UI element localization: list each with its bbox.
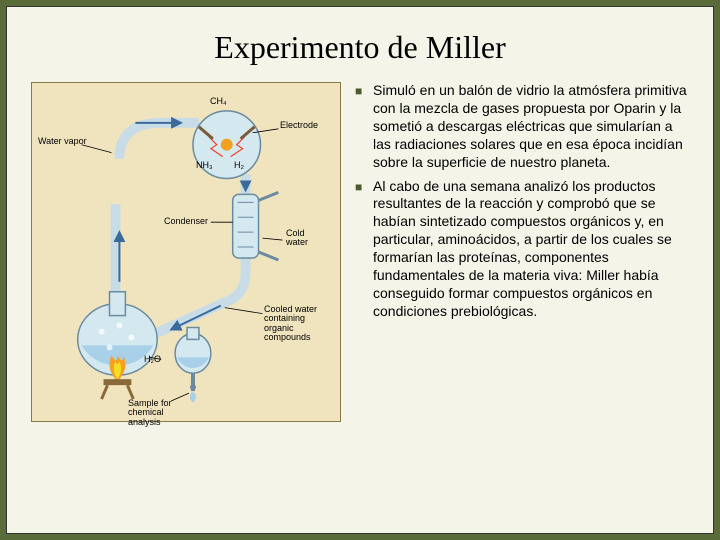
label-cold-water: Cold water bbox=[286, 229, 326, 248]
label-sample: Sample for chemical analysis bbox=[128, 399, 188, 427]
miller-apparatus-diagram: Water vapor CH₄ NH₃ H₂ Electrode Condens… bbox=[31, 82, 341, 422]
label-nh3: NH₃ bbox=[196, 161, 213, 170]
label-condenser: Condenser bbox=[164, 217, 208, 226]
content-row: Water vapor CH₄ NH₃ H₂ Electrode Condens… bbox=[7, 82, 713, 422]
label-water-vapor: Water vapor bbox=[38, 137, 87, 146]
slide-title: Experimento de Miller bbox=[7, 7, 713, 82]
bullet-item: ■ Simuló en un balón de vidrio la atmósf… bbox=[355, 82, 689, 172]
label-cooled-water: Cooled water containing organic compound… bbox=[264, 305, 330, 343]
label-electrode: Electrode bbox=[280, 121, 318, 130]
bullet-list: ■ Simuló en un balón de vidrio la atmósf… bbox=[355, 82, 689, 422]
label-h2o: H₂O bbox=[144, 355, 161, 364]
label-h2: H₂ bbox=[234, 161, 244, 170]
label-ch4: CH₄ bbox=[210, 97, 227, 106]
bullet-marker-icon: ■ bbox=[355, 178, 373, 321]
bullet-marker-icon: ■ bbox=[355, 82, 373, 172]
bullet-item: ■ Al cabo de una semana analizó los prod… bbox=[355, 178, 689, 321]
bullet-text: Simuló en un balón de vidrio la atmósfer… bbox=[373, 82, 689, 172]
bullet-text: Al cabo de una semana analizó los produc… bbox=[373, 178, 689, 321]
